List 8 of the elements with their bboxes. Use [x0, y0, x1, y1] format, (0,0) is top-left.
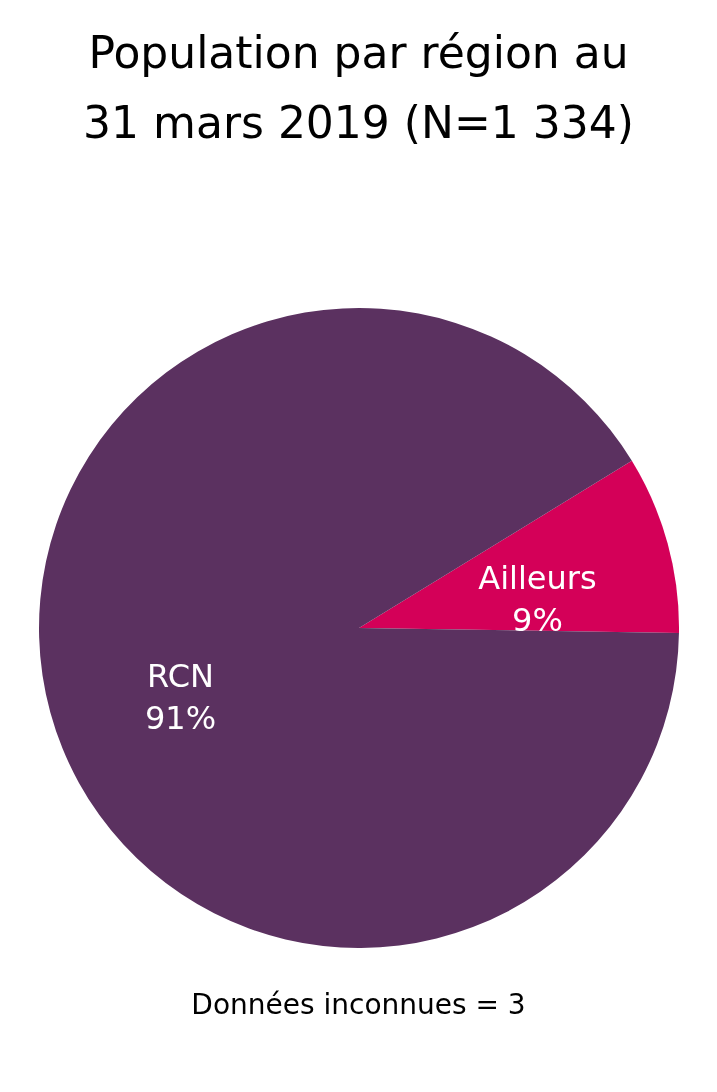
- slice-label: Ailleurs: [477, 559, 597, 598]
- pie-slice: [38, 308, 679, 948]
- pie-slice: [358, 460, 679, 634]
- chart-title: Population par région au 31 mars 2019 (N=1 334): [82, 26, 635, 150]
- data-label: 91%: [144, 698, 216, 737]
- slice-label: RCN: [146, 656, 214, 695]
- text: Données inconnues = 3: [190, 988, 527, 1021]
- data-label: 9%: [511, 601, 563, 640]
